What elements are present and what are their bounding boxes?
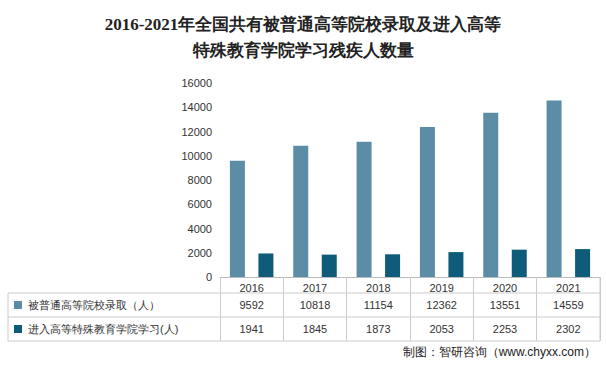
svg-text:10818: 10818: [300, 299, 331, 311]
svg-text:2018: 2018: [366, 282, 390, 294]
svg-text:9592: 9592: [239, 299, 263, 311]
svg-text:16000: 16000: [181, 77, 212, 89]
svg-text:14000: 14000: [181, 101, 212, 113]
svg-text:11154: 11154: [364, 299, 393, 311]
svg-text:14559: 14559: [553, 299, 584, 311]
svg-text:6000: 6000: [188, 198, 212, 210]
svg-text:进入高等特殊教育学院学习(人): 进入高等特殊教育学院学习(人): [28, 323, 178, 335]
svg-text:8000: 8000: [188, 174, 212, 186]
svg-text:1873: 1873: [366, 323, 390, 335]
svg-text:1845: 1845: [303, 323, 327, 335]
svg-text:制图：智研咨询（www.chyxx.com）: 制图：智研咨询（www.chyxx.com）: [403, 345, 596, 359]
svg-text:2016-2021年全国共有被普通高等院校录取及进入高等: 2016-2021年全国共有被普通高等院校录取及进入高等: [105, 14, 502, 34]
svg-text:2053: 2053: [429, 323, 453, 335]
svg-text:被普通高等院校录取（人）: 被普通高等院校录取（人）: [28, 299, 160, 311]
svg-text:特殊教育学院学习残疾人数量: 特殊教育学院学习残疾人数量: [192, 40, 414, 60]
svg-text:1941: 1941: [239, 323, 263, 335]
svg-text:12000: 12000: [181, 126, 212, 138]
svg-text:2021: 2021: [556, 282, 580, 294]
svg-text:2016: 2016: [239, 282, 263, 294]
svg-text:10000: 10000: [181, 150, 212, 162]
svg-text:2000: 2000: [188, 247, 212, 259]
svg-text:2020: 2020: [493, 282, 517, 294]
svg-text:2253: 2253: [493, 323, 517, 335]
svg-text:4000: 4000: [188, 223, 212, 235]
svg-text:2019: 2019: [429, 282, 453, 294]
svg-text:2017: 2017: [303, 282, 327, 294]
svg-text:0: 0: [206, 271, 212, 283]
svg-text:12362: 12362: [426, 299, 457, 311]
svg-text:2302: 2302: [556, 323, 580, 335]
svg-text:13551: 13551: [490, 299, 521, 311]
